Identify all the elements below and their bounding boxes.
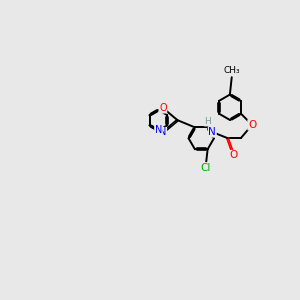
Text: O: O [159, 103, 167, 113]
Text: N: N [155, 125, 162, 135]
Text: N: N [208, 127, 216, 137]
Text: O: O [230, 151, 238, 160]
Text: Cl: Cl [200, 163, 211, 173]
Text: CH₃: CH₃ [224, 66, 240, 75]
Text: O: O [248, 120, 256, 130]
Text: H: H [204, 117, 211, 126]
Text: N: N [159, 128, 167, 137]
